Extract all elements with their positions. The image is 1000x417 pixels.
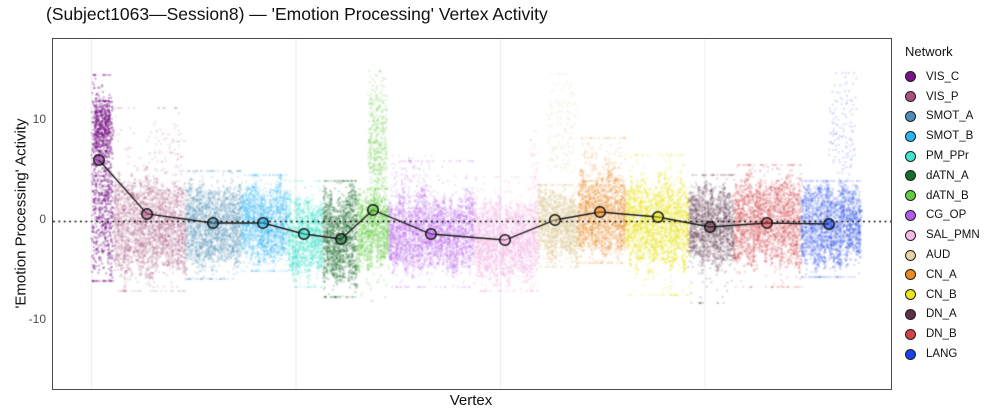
network-swatch-icon [905,130,916,142]
legend-item-label: dATN_A [926,169,969,182]
legend-item-label: SMOT_A [926,110,974,123]
network-swatch-icon [905,249,916,261]
network-swatch-icon [905,308,916,320]
legend-item: DN_B [905,324,997,344]
legend-item-list: VIS_C VIS_P SMOT_A SMOT_B PM_PPr dATN_A dATN_B… [905,67,997,364]
network-swatch-icon [905,190,916,202]
plot-panel [52,38,892,390]
legend-item: PM_PPr [905,146,997,166]
legend-item: SMOT_B [905,126,997,146]
network-swatch-icon [905,269,916,281]
x-axis-label: Vertex [449,392,493,409]
legend-item: dATN_A [905,166,997,186]
network-swatch-icon [905,209,916,221]
chart-title: (Subject1063—Session8) — 'Emotion Proces… [46,4,548,24]
network-swatch-icon [905,110,916,122]
legend-item: AUD [905,245,997,265]
legend-item-label: DN_A [926,308,957,321]
network-swatch-icon [905,71,916,83]
network-swatch-icon [905,289,916,301]
legend-item: DN_A [905,305,997,325]
legend-item: SMOT_A [905,107,997,127]
legend-item-label: CN_A [926,268,957,281]
legend-item: VIS_P [905,87,997,107]
legend-item: dATN_B [905,186,997,206]
legend-item-label: VIS_P [926,90,959,103]
network-swatch-icon [905,348,916,360]
legend-item-label: AUD [926,249,951,262]
legend-item-label: VIS_C [926,70,960,83]
scatter-canvas [53,39,891,389]
legend: Network VIS_C VIS_P SMOT_A SMOT_B PM_PPr dATN… [905,44,997,364]
legend-item: VIS_C [905,67,997,87]
network-swatch-icon [905,150,916,162]
y-tick-neg10: -10 [28,312,46,326]
legend-item-label: SAL_PMN [926,229,980,242]
legend-item: CG_OP [905,206,997,226]
network-swatch-icon [905,229,916,241]
legend-item-label: CG_OP [926,209,967,222]
y-tick-10: 10 [32,112,46,126]
legend-item-label: LANG [926,348,958,361]
legend-item-label: DN_B [926,328,957,341]
legend-item: CN_B [905,285,997,305]
legend-title: Network [905,44,953,59]
legend-item: SAL_PMN [905,225,997,245]
network-swatch-icon [905,170,916,182]
network-swatch-icon [905,328,916,340]
network-swatch-icon [905,91,916,103]
y-tick-0: 0 [39,212,46,226]
legend-item: LANG [905,344,997,364]
legend-item-label: PM_PPr [926,150,969,163]
legend-item-label: dATN_B [926,189,969,202]
legend-item-label: CN_B [926,288,957,301]
legend-item-label: SMOT_B [926,130,974,143]
legend-item: CN_A [905,265,997,285]
